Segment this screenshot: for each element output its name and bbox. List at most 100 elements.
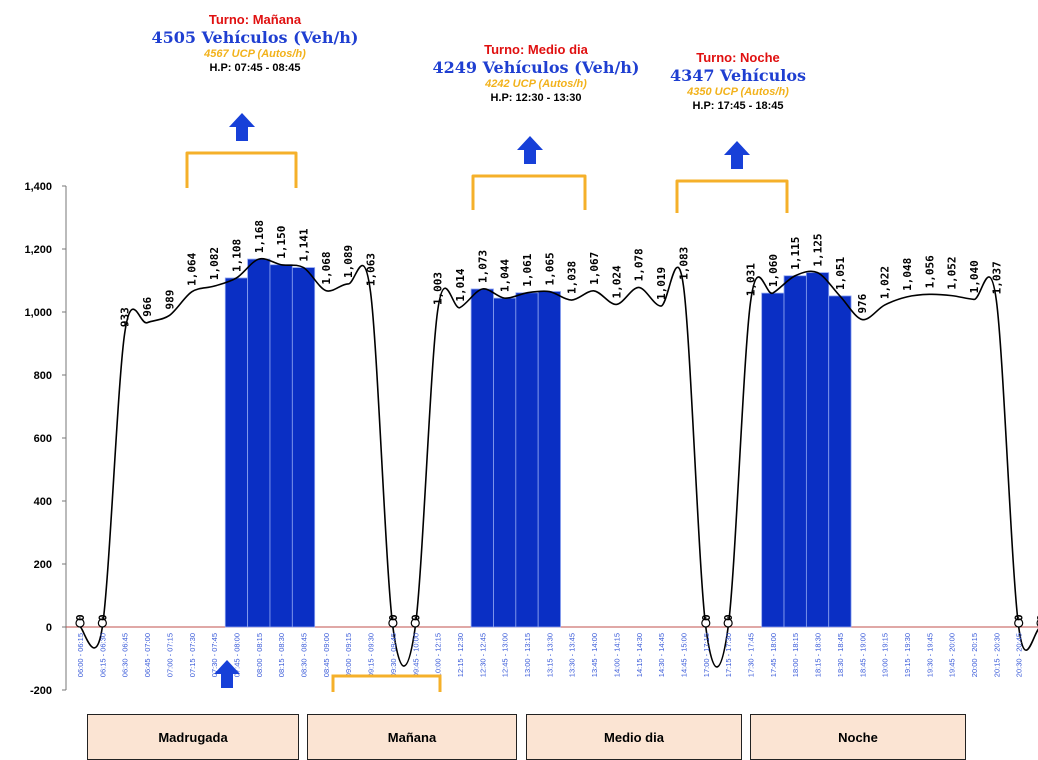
- peak-bar: [537, 291, 561, 628]
- y-tick-label: 400: [34, 496, 52, 508]
- x-tick-label: 06:15 - 06:30: [98, 633, 107, 677]
- peak-decorations: [185, 113, 789, 692]
- x-tick-label: 09:30 - 09:45: [389, 633, 398, 677]
- x-tick-label: 18:30 - 18:45: [836, 633, 845, 677]
- zero-point-marker: [97, 618, 107, 628]
- x-tick-label: 19:30 - 19:45: [925, 633, 934, 677]
- x-axis: 06:00 - 06:15 06:15 - 06:30 06:30 - 06:45 0…: [76, 633, 1038, 677]
- data-label: 0: [1013, 614, 1026, 621]
- data-label: 1,056: [923, 255, 936, 288]
- data-label: 1,060: [767, 254, 780, 287]
- peak-bar: [247, 258, 271, 628]
- x-tick-label: 12:45 - 13:00: [501, 633, 510, 677]
- peak-bar: [828, 295, 852, 628]
- y-tick-label: 1,400: [24, 181, 52, 193]
- data-labels: 0 0 933 966 989 1,064 1,082 1,108 1,168 1,150 1,14…: [74, 220, 1038, 621]
- x-tick-label: 18:15 - 18:30: [814, 633, 823, 677]
- data-label: 0: [387, 614, 400, 621]
- data-label: 1,051: [834, 256, 847, 289]
- peak-bar: [761, 292, 785, 628]
- y-tick-label: 1,200: [24, 244, 52, 256]
- peak-bracket: [675, 179, 789, 213]
- data-label: 1,082: [208, 247, 221, 280]
- data-label: 1,048: [901, 258, 914, 291]
- annotation-vehicles: 4249 Vehículos (Veh/h): [432, 58, 640, 78]
- peak-bar: [805, 272, 830, 628]
- peak-bar: [224, 277, 249, 628]
- zero-point-marker: [388, 618, 398, 628]
- x-tick-label: 08:15 - 08:30: [277, 633, 286, 677]
- x-tick-label: 07:45 - 08:00: [232, 633, 241, 677]
- peak-hour-bars: [224, 258, 852, 628]
- x-tick-label: 08:00 - 08:15: [255, 633, 264, 677]
- x-tick-label: 17:30 - 17:45: [747, 633, 756, 677]
- y-tick-label: 1,000: [24, 307, 52, 319]
- data-label: 933: [119, 307, 132, 327]
- x-tick-label: 20:15 - 20:30: [992, 633, 1001, 677]
- x-tick-label: 12:15 - 12:30: [456, 633, 465, 677]
- data-label: 1,022: [879, 266, 892, 299]
- data-label: 1,073: [476, 250, 489, 283]
- annotation-peak-hour: H.P: 17:45 - 18:45: [692, 100, 784, 112]
- data-label: 1,125: [812, 234, 825, 267]
- data-label: 1,031: [745, 263, 758, 296]
- x-tick-label: 08:30 - 08:45: [300, 633, 309, 677]
- y-tick-label: 600: [34, 433, 52, 445]
- x-tick-label: 10:00 - 12:15: [434, 633, 443, 677]
- data-label: 1,040: [968, 260, 981, 293]
- annotation-title: Turno: Medio dia: [484, 42, 588, 57]
- x-tick-label: 19:00 - 19:15: [881, 633, 890, 677]
- traffic-volume-chart: -200 0 200 400 600 800 1,000 1,200 1,400 0 0 933 96…: [24, 113, 1038, 697]
- up-arrow-icon: [229, 113, 255, 141]
- peak-bar: [269, 264, 293, 628]
- peak-bracket: [331, 674, 442, 692]
- data-label: 1,061: [521, 253, 534, 286]
- data-label: 0: [1035, 614, 1038, 621]
- data-label: 976: [856, 293, 869, 313]
- data-label: 1,150: [275, 226, 288, 259]
- x-tick-label: 14:00 - 14:15: [612, 633, 621, 677]
- data-label: 0: [409, 614, 422, 621]
- x-tick-label: 06:45 - 07:00: [143, 633, 152, 677]
- annotation-ucp: 4567 UCP (Autos/h): [204, 48, 306, 61]
- data-label: 1,064: [186, 252, 199, 285]
- up-arrow-icon: [517, 136, 543, 164]
- annotation-title: Turno: Mañana: [208, 12, 302, 27]
- x-tick-label: 07:30 - 07:45: [210, 633, 219, 677]
- x-tick-label: 20:00 - 20:15: [970, 633, 979, 677]
- x-tick-label: 07:00 - 07:15: [165, 633, 174, 677]
- annotation-peak-hour: H.P: 07:45 - 08:45: [209, 62, 301, 74]
- x-tick-label: 18:00 - 18:15: [791, 633, 800, 677]
- x-tick-label: 06:30 - 06:45: [121, 633, 130, 677]
- x-tick-label: 08:45 - 09:00: [322, 633, 331, 677]
- annotation-title: Turno: Noche: [696, 50, 780, 65]
- annotation-peak-hour: H.P: 12:30 - 13:30: [490, 92, 582, 104]
- x-tick-label: 13:30 - 13:45: [568, 633, 577, 677]
- peak-bar: [470, 288, 494, 628]
- shift-madrugada: Madrugada: [87, 714, 299, 760]
- data-label: 1,063: [365, 253, 378, 286]
- peak-bar: [783, 275, 807, 628]
- data-label: 1,037: [990, 261, 1003, 294]
- data-label: 1,168: [253, 220, 266, 253]
- x-tick-label: 09:45 - 10:00: [411, 633, 420, 677]
- data-label: 1,083: [677, 247, 690, 280]
- data-label: 1,065: [543, 252, 556, 285]
- data-label: 1,108: [230, 239, 243, 272]
- x-tick-label: 20:30 - 20:45: [1015, 633, 1024, 677]
- x-tick-label: 12:30 - 12:45: [478, 633, 487, 677]
- data-label: 1,014: [454, 268, 467, 301]
- peak-bracket: [471, 174, 587, 210]
- data-label: 1,089: [342, 245, 355, 278]
- x-tick-label: 13:00 - 13:15: [523, 633, 532, 677]
- y-tick-label: -200: [30, 685, 52, 697]
- zero-point-marker: [723, 618, 733, 628]
- x-tick-label: 09:00 - 09:15: [344, 633, 353, 677]
- y-tick-label: 0: [46, 622, 52, 634]
- x-tick-label: 19:45 - 20:00: [948, 633, 957, 677]
- x-tick-label: 06:00 - 06:15: [76, 633, 85, 677]
- y-tick-label: 800: [34, 370, 52, 382]
- shift-noche: Noche: [750, 714, 966, 760]
- annotation-vehicles: 4505 Vehículos (Veh/h): [151, 28, 359, 48]
- data-label: 1,078: [633, 248, 646, 281]
